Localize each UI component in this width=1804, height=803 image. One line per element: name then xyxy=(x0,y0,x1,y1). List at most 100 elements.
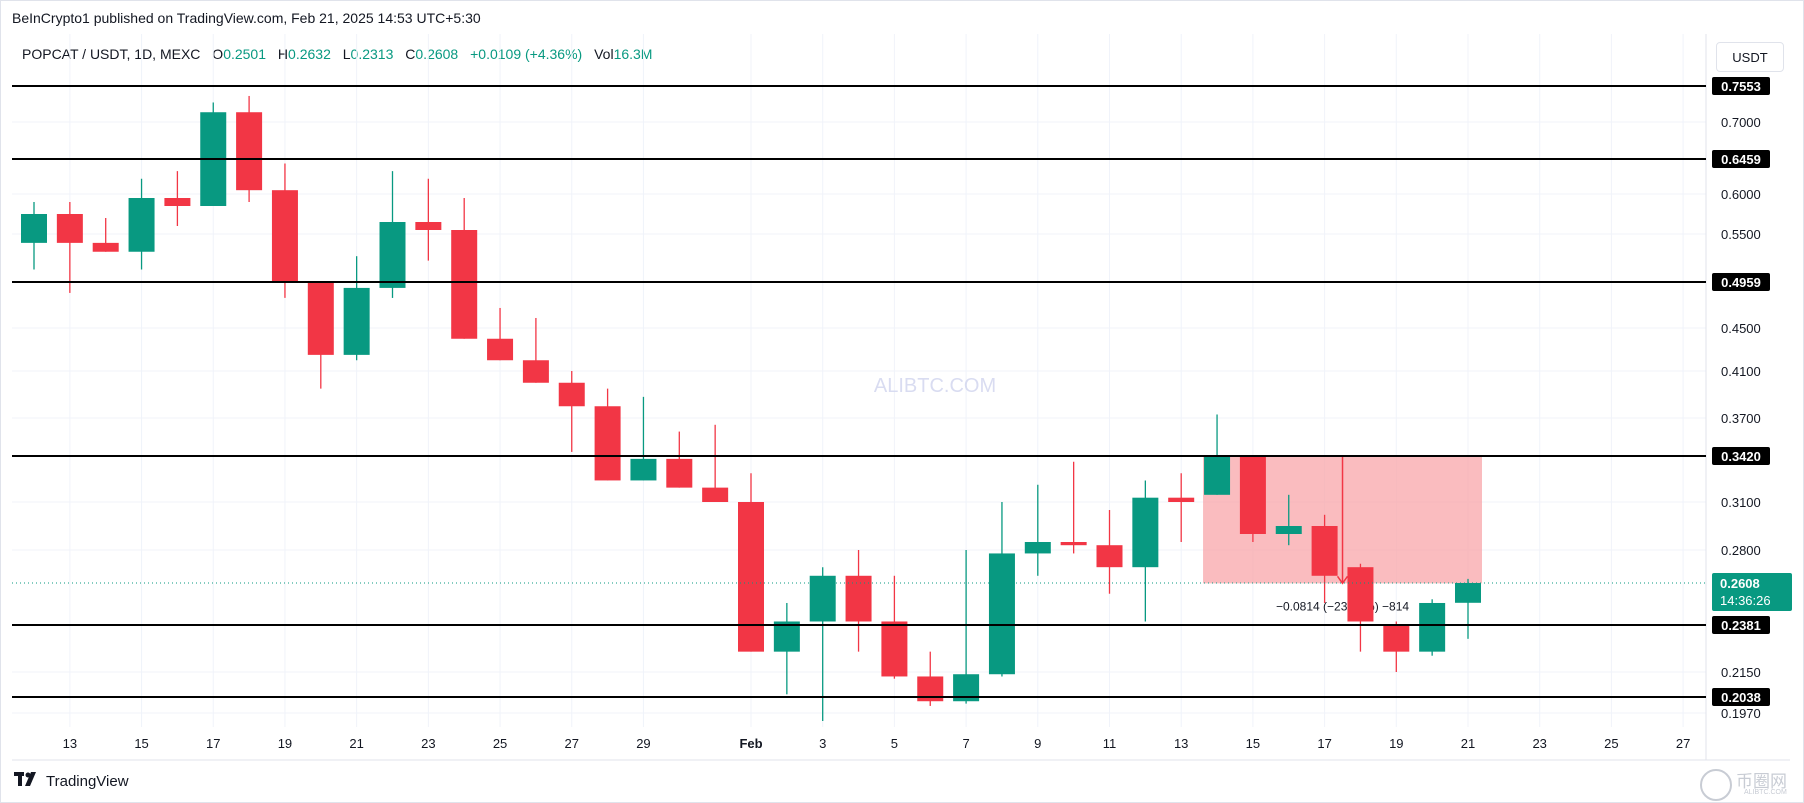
level-label: 0.2038 xyxy=(1721,690,1761,705)
candle-body xyxy=(809,575,836,622)
price-tick-label: 0.4500 xyxy=(1721,321,1761,336)
candle-body xyxy=(1060,542,1087,546)
time-tick-label: 9 xyxy=(1034,736,1041,751)
candle-body xyxy=(881,621,908,677)
level-tag xyxy=(1712,273,1770,291)
time-tick-label: 21 xyxy=(349,736,363,751)
level-tag xyxy=(1712,616,1770,634)
support-resistance-lines: 0.7553 0.6459 0.4959 0.3420 0.2381 0.2038 0.26… xyxy=(12,77,1792,706)
candle-body xyxy=(1455,583,1481,603)
candle-body xyxy=(558,382,585,407)
close-value: 0.2608 xyxy=(415,46,459,62)
price-tick-label: 0.1970 xyxy=(1721,706,1761,721)
candle-body xyxy=(988,553,1015,675)
close-key: C xyxy=(405,46,416,62)
measure-arrowhead xyxy=(1336,575,1349,585)
currency-button[interactable]: USDT xyxy=(1716,42,1784,72)
candle-body xyxy=(92,242,119,252)
tradingview-brand: TradingView xyxy=(46,772,129,790)
time-tick-label: 15 xyxy=(1246,736,1260,751)
candle-body xyxy=(56,214,83,243)
candle-body xyxy=(164,198,191,206)
volume-value: 16.3M xyxy=(613,46,653,62)
tradingview-icon xyxy=(14,772,40,790)
time-tick-label: 5 xyxy=(891,736,898,751)
high-value: 0.2632 xyxy=(288,46,331,62)
candle-body xyxy=(236,112,263,191)
candle-body xyxy=(1024,542,1051,554)
level-tag xyxy=(1712,447,1770,465)
corner-watermark: 币圈网 ALIBTC.COM xyxy=(1700,765,1804,801)
time-tick-label: 13 xyxy=(63,736,77,751)
candle-body xyxy=(666,458,693,488)
time-axis: 13 15 17 19 21 23 25 27 29 Feb 3 5 7 9 11 13 15 17 19 21 23 2… xyxy=(63,736,1691,751)
candle-body xyxy=(1096,545,1123,568)
level-label: 0.4959 xyxy=(1721,275,1761,290)
candle-body xyxy=(702,487,729,502)
candle-body xyxy=(1311,526,1338,576)
candle-body xyxy=(1383,625,1410,652)
candle-body xyxy=(128,198,155,252)
candle-body xyxy=(271,190,298,283)
candle-body xyxy=(1347,567,1374,622)
level-tag xyxy=(1712,150,1770,168)
candle-body xyxy=(415,222,442,230)
low-key: L xyxy=(342,46,351,62)
publisher-caption: BeInCrypto1 published on TradingView.com… xyxy=(12,10,481,26)
time-tick-label: Feb xyxy=(739,736,762,751)
time-tick-label: 25 xyxy=(493,736,507,751)
grid-lines xyxy=(12,34,1790,761)
time-tick-label: 25 xyxy=(1604,736,1618,751)
candle-body xyxy=(1239,456,1266,534)
candle-body xyxy=(738,502,764,652)
time-tick-label: 15 xyxy=(134,736,148,751)
open-value: 0.2501 xyxy=(223,46,267,62)
coin-icon xyxy=(1700,769,1732,801)
time-tick-label: 21 xyxy=(1461,736,1475,751)
open-key: O xyxy=(212,46,224,62)
price-tick-label: 0.4100 xyxy=(1721,364,1761,379)
current-price-tag xyxy=(1712,573,1792,611)
time-tick-label: 23 xyxy=(421,736,435,751)
candle-body xyxy=(1275,526,1302,534)
countdown-label: 14:36:26 xyxy=(1720,593,1771,608)
time-tick-label: 17 xyxy=(206,736,220,751)
price-tick-label: 0.2800 xyxy=(1721,543,1761,558)
change-value: +0.0109 (+4.36%) xyxy=(470,46,583,62)
low-value: 0.2313 xyxy=(350,46,394,62)
candle-body xyxy=(522,360,549,383)
candle-body xyxy=(1168,497,1195,502)
candle-body xyxy=(379,222,406,288)
corner-watermark-sub: ALIBTC.COM xyxy=(1744,789,1787,796)
candles xyxy=(21,95,1481,721)
time-tick-label: 7 xyxy=(962,736,969,751)
candle-body xyxy=(487,338,514,361)
candle-body xyxy=(594,406,621,481)
corner-watermark-text: 币圈网 xyxy=(1736,772,1787,791)
time-tick-label: 23 xyxy=(1532,736,1546,751)
candle-body xyxy=(845,575,872,622)
level-label: 0.6459 xyxy=(1721,152,1761,167)
time-tick-label: 11 xyxy=(1103,736,1117,751)
level-tag xyxy=(1712,688,1770,706)
time-tick-label: 17 xyxy=(1317,736,1331,751)
time-tick-label: 27 xyxy=(565,736,579,751)
candle-body xyxy=(630,458,657,481)
current-price-label: 0.2608 xyxy=(1720,576,1760,591)
candle-body xyxy=(1132,497,1159,568)
level-label: 0.3420 xyxy=(1721,449,1761,464)
volume-key: Vol xyxy=(594,46,614,62)
candle-body xyxy=(343,287,370,355)
price-tick-label: 0.3100 xyxy=(1721,495,1761,510)
time-tick-label: 13 xyxy=(1174,736,1188,751)
time-tick-label: 29 xyxy=(636,736,650,751)
candle-body xyxy=(307,282,334,355)
price-tick-label: 0.5500 xyxy=(1721,227,1761,242)
symbol-label[interactable]: POPCAT / USDT, 1D, MEXC xyxy=(22,46,201,62)
level-label: 0.2381 xyxy=(1721,618,1761,633)
price-axis: 0.7000 0.6000 0.5500 0.4500 0.4100 0.3700 0.31… xyxy=(1721,115,1761,721)
time-tick-label: 27 xyxy=(1676,736,1690,751)
time-tick-label: 19 xyxy=(278,736,292,751)
tradingview-logo[interactable]: TradingView xyxy=(14,772,129,790)
